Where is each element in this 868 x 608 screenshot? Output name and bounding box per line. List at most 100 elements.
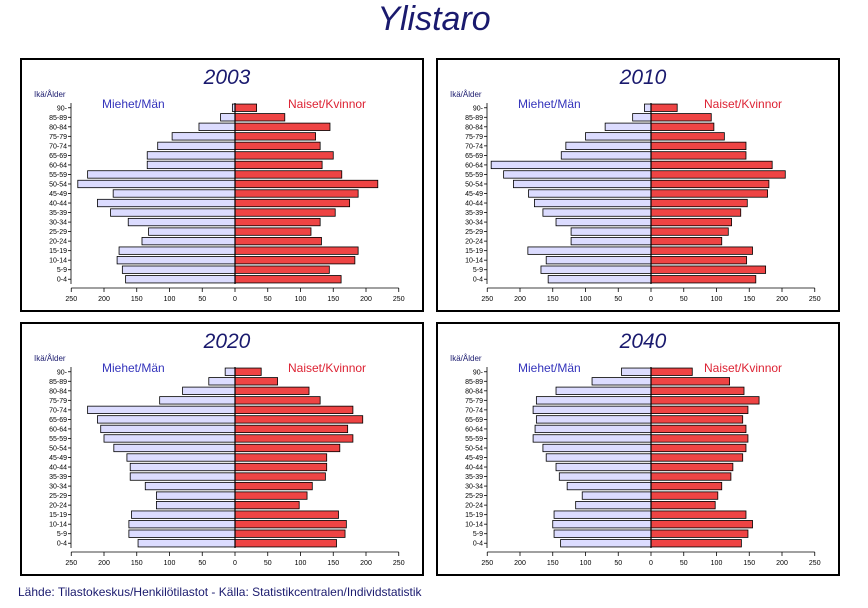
- female-bar: [234, 179, 379, 189]
- x-tick-label: 250: [481, 560, 493, 567]
- female-bar: [650, 141, 747, 150]
- age-group-label: 5-9: [57, 267, 67, 274]
- female-bar: [650, 510, 747, 519]
- female-bar: [650, 256, 748, 265]
- male-bar: [171, 132, 236, 141]
- female-bar: [234, 424, 349, 434]
- female-bar: [234, 377, 278, 386]
- age-group-label: 45-49: [49, 455, 67, 462]
- male-bar: [112, 189, 236, 198]
- female-bar: [234, 246, 359, 255]
- male-bar: [535, 415, 652, 424]
- age-group-label: 85-89: [49, 379, 67, 386]
- male-bar: [137, 539, 236, 548]
- female-bar: [650, 246, 753, 255]
- male-bar: [128, 520, 236, 529]
- age-group-label: 15-19: [465, 512, 483, 519]
- male-bar: [141, 237, 236, 246]
- male-bar: [118, 246, 236, 255]
- x-tick-label: 100: [711, 296, 723, 303]
- male-bar: [542, 443, 652, 453]
- age-group-label: 60-64: [49, 162, 67, 169]
- female-bar: [234, 520, 347, 529]
- x-tick-label: 50: [198, 560, 206, 567]
- x-tick-label: 200: [360, 296, 372, 303]
- male-bar: [113, 443, 236, 453]
- female-bar: [234, 462, 328, 472]
- female-bar: [650, 367, 693, 376]
- x-tick-label: 150: [131, 560, 143, 567]
- age-group-label: 80-84: [49, 124, 67, 131]
- x-tick-label: 50: [680, 560, 688, 567]
- male-bar: [532, 405, 652, 414]
- x-tick-label: 100: [295, 296, 307, 303]
- female-bar: [650, 453, 744, 462]
- x-tick-label: 50: [198, 296, 206, 303]
- female-bar: [234, 453, 328, 462]
- age-group-label: 85-89: [49, 115, 67, 122]
- x-tick-label: 200: [776, 560, 788, 567]
- x-tick-label: 50: [264, 296, 272, 303]
- x-tick-label: 200: [360, 560, 372, 567]
- male-bar: [555, 386, 652, 395]
- male-bar: [545, 256, 652, 265]
- age-group-label: 55-59: [465, 436, 483, 443]
- female-bar: [234, 275, 342, 284]
- female-bar: [234, 472, 326, 481]
- pyramid-panel-4: 2040 Ikä/Ålder Miehet/Män Naiset/Kvinnor 0-4…: [436, 322, 840, 576]
- male-bar: [555, 217, 652, 227]
- male-legend: Miehet/Män: [518, 361, 581, 375]
- male-bar: [77, 179, 236, 189]
- male-bar: [532, 434, 652, 443]
- male-bar: [558, 472, 652, 481]
- female-bar: [234, 367, 262, 376]
- age-group-label: 90-: [57, 105, 68, 112]
- female-bar: [234, 151, 334, 160]
- female-bar: [650, 170, 786, 179]
- age-group-label: 70-74: [49, 143, 67, 150]
- female-bar: [650, 189, 768, 198]
- female-bar: [650, 481, 723, 491]
- male-bar: [127, 217, 236, 227]
- age-group-label: 0-4: [57, 541, 67, 548]
- pyramid-panel-1: 2003 Ikä/Ålder Miehet/Män Naiset/Kvinnor 0-4…: [20, 58, 424, 312]
- male-bar: [534, 424, 652, 434]
- female-bar: [234, 113, 286, 122]
- x-tick-label: 200: [98, 560, 110, 567]
- male-bar: [560, 151, 652, 160]
- female-bar: [650, 179, 770, 189]
- female-bar: [650, 377, 730, 386]
- female-bar: [234, 539, 337, 548]
- female-bar: [650, 415, 744, 424]
- age-group-label: 70-74: [465, 143, 483, 150]
- female-bar: [234, 189, 359, 198]
- x-tick-label: 0: [233, 296, 237, 303]
- age-group-label: 90-: [473, 369, 484, 376]
- male-bar: [565, 141, 652, 150]
- male-bar: [560, 539, 652, 548]
- female-legend: Naiset/Kvinnor: [288, 361, 366, 375]
- age-group-label: 45-49: [49, 191, 67, 198]
- male-bar: [144, 481, 236, 491]
- male-bar: [131, 510, 236, 519]
- age-group-label: 60-64: [465, 162, 483, 169]
- female-bar: [234, 170, 343, 179]
- source-footer: Lähde: Tilastokeskus/Henkilötilastot - K…: [18, 585, 422, 599]
- x-tick-label: 150: [743, 560, 755, 567]
- x-tick-label: 100: [164, 296, 176, 303]
- female-bar: [234, 132, 316, 141]
- male-bar: [116, 256, 236, 265]
- age-group-label: 85-89: [465, 115, 483, 122]
- male-bar: [121, 265, 236, 274]
- female-legend: Naiset/Kvinnor: [704, 361, 782, 375]
- female-bar: [650, 103, 678, 112]
- male-bar: [621, 367, 652, 376]
- x-tick-label: 250: [65, 296, 77, 303]
- female-bar: [650, 520, 753, 529]
- male-bar: [545, 453, 652, 462]
- age-group-label: 55-59: [465, 172, 483, 179]
- female-bar: [650, 113, 712, 122]
- male-bar: [146, 160, 236, 170]
- x-tick-label: 100: [580, 560, 592, 567]
- pyramid-chart-svg: 2020 Ikä/Ålder Miehet/Män Naiset/Kvinnor 0-4…: [34, 330, 405, 567]
